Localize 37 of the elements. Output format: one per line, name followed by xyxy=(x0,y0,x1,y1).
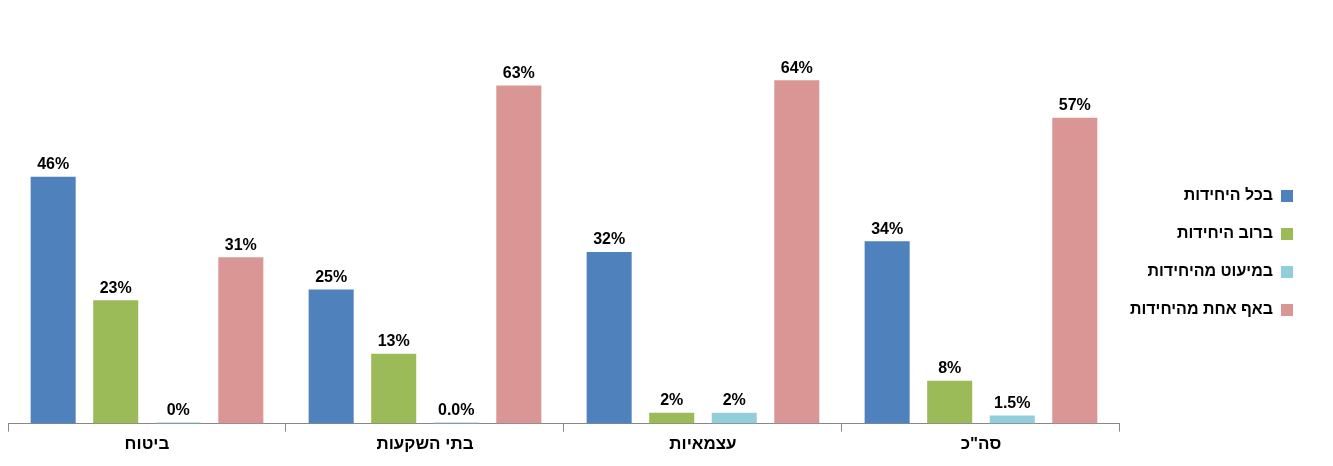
data-label: 2% xyxy=(722,391,746,409)
bar xyxy=(218,257,264,424)
legend-label: במיעוט מהיחידות xyxy=(1147,262,1273,280)
bar xyxy=(93,300,139,424)
bar xyxy=(649,412,695,424)
data-label: 8% xyxy=(938,359,962,377)
bar xyxy=(927,380,973,424)
x-tick-label: ביטוח xyxy=(124,434,170,454)
data-label: 23% xyxy=(99,278,132,296)
legend-label: בכל היחידות xyxy=(1183,186,1273,204)
data-label: 25% xyxy=(315,267,348,285)
legend-label: ברוב היחידות xyxy=(1177,224,1273,242)
data-label: 46% xyxy=(37,155,70,173)
bar xyxy=(496,85,542,424)
data-label: 57% xyxy=(1058,96,1091,114)
data-label: 34% xyxy=(871,219,904,237)
bar xyxy=(586,251,632,424)
bar xyxy=(864,241,910,424)
data-label: 31% xyxy=(224,235,257,253)
data-label: 1.5% xyxy=(994,393,1031,411)
bar xyxy=(30,176,76,424)
bar xyxy=(1052,117,1098,424)
x-tick-label: עצמאיות xyxy=(669,434,737,454)
bar xyxy=(774,80,820,424)
data-label: 0% xyxy=(166,401,190,419)
x-tick-label: סה"כ xyxy=(960,434,1002,454)
x-tick-label: בתי השקעות xyxy=(376,434,474,454)
data-label: 13% xyxy=(377,332,410,350)
legend-label: באף אחת מהיחידות xyxy=(1129,300,1273,318)
data-label: 64% xyxy=(780,58,813,76)
bar xyxy=(711,412,757,424)
data-label: 32% xyxy=(593,230,626,248)
bar xyxy=(308,289,354,424)
data-label: 63% xyxy=(502,63,535,81)
bar xyxy=(371,353,417,424)
data-label: 2% xyxy=(660,391,684,409)
data-label: 0.0% xyxy=(438,401,475,419)
